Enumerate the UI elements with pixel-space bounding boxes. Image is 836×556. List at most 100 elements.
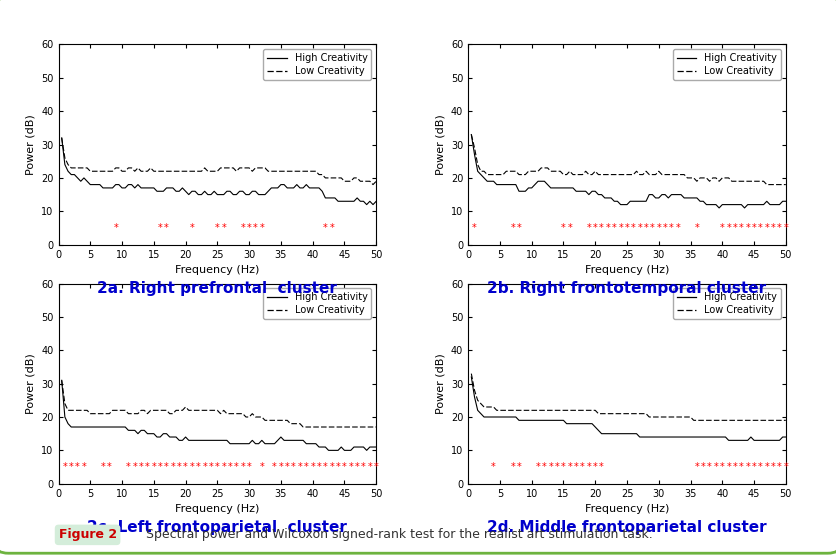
Text: *: * bbox=[222, 462, 226, 472]
Text: *: * bbox=[329, 462, 334, 472]
Text: *: * bbox=[758, 223, 762, 233]
Y-axis label: Power (dB): Power (dB) bbox=[436, 353, 446, 414]
Text: *: * bbox=[771, 462, 776, 472]
Text: *: * bbox=[656, 223, 661, 233]
Text: *: * bbox=[624, 223, 630, 233]
Text: *: * bbox=[247, 223, 252, 233]
Text: *: * bbox=[612, 223, 617, 233]
Text: *: * bbox=[752, 223, 757, 233]
Text: *: * bbox=[561, 223, 566, 233]
Text: *: * bbox=[587, 462, 591, 472]
Text: *: * bbox=[361, 462, 366, 472]
Text: 2c. Left frontoparietal  cluster: 2c. Left frontoparietal cluster bbox=[88, 520, 347, 535]
Text: *: * bbox=[107, 462, 112, 472]
Text: *: * bbox=[732, 462, 737, 472]
Text: *: * bbox=[752, 462, 757, 472]
Y-axis label: Power (dB): Power (dB) bbox=[26, 353, 36, 414]
Text: *: * bbox=[605, 223, 610, 233]
Text: *: * bbox=[342, 462, 347, 472]
Text: *: * bbox=[151, 462, 156, 472]
Text: *: * bbox=[69, 462, 74, 472]
Text: *: * bbox=[593, 462, 598, 472]
Text: *: * bbox=[555, 462, 559, 472]
Y-axis label: Power (dB): Power (dB) bbox=[436, 114, 446, 175]
Text: *: * bbox=[758, 462, 762, 472]
Text: *: * bbox=[215, 462, 220, 472]
Y-axis label: Power (dB): Power (dB) bbox=[26, 114, 36, 175]
Text: *: * bbox=[158, 462, 162, 472]
Text: *: * bbox=[145, 462, 150, 472]
Text: *: * bbox=[259, 223, 264, 233]
Text: *: * bbox=[631, 223, 635, 233]
Text: *: * bbox=[764, 462, 769, 472]
Text: *: * bbox=[354, 462, 359, 472]
Text: *: * bbox=[561, 462, 566, 472]
Text: *: * bbox=[669, 223, 674, 233]
X-axis label: Frequency (Hz): Frequency (Hz) bbox=[585, 504, 669, 514]
Text: *: * bbox=[777, 462, 782, 472]
Text: *: * bbox=[701, 462, 706, 472]
Text: *: * bbox=[492, 462, 496, 472]
Text: *: * bbox=[139, 462, 144, 472]
Legend: High Creativity, Low Creativity: High Creativity, Low Creativity bbox=[673, 289, 781, 319]
Text: *: * bbox=[587, 223, 591, 233]
Text: Figure 2: Figure 2 bbox=[59, 528, 117, 542]
Text: *: * bbox=[234, 462, 239, 472]
Text: *: * bbox=[285, 462, 289, 472]
Text: 2a. Right prefrontal  cluster: 2a. Right prefrontal cluster bbox=[98, 281, 337, 296]
Text: *: * bbox=[323, 462, 328, 472]
Text: *: * bbox=[196, 462, 201, 472]
Text: *: * bbox=[568, 223, 572, 233]
Text: *: * bbox=[663, 223, 667, 233]
Text: *: * bbox=[227, 462, 232, 472]
Text: *: * bbox=[190, 462, 194, 472]
Text: *: * bbox=[510, 223, 515, 233]
Text: 2b. Right frontotemporal cluster: 2b. Right frontotemporal cluster bbox=[487, 281, 767, 296]
Text: *: * bbox=[720, 462, 725, 472]
Text: *: * bbox=[542, 462, 547, 472]
Text: *: * bbox=[114, 223, 118, 233]
Text: *: * bbox=[304, 462, 308, 472]
Text: *: * bbox=[247, 462, 252, 472]
Text: *: * bbox=[517, 223, 522, 233]
Text: *: * bbox=[777, 223, 782, 233]
Text: *: * bbox=[637, 223, 642, 233]
X-axis label: Frequency (Hz): Frequency (Hz) bbox=[585, 265, 669, 275]
Text: *: * bbox=[472, 223, 477, 233]
Text: *: * bbox=[536, 462, 540, 472]
Text: *: * bbox=[273, 462, 277, 472]
Text: *: * bbox=[593, 223, 598, 233]
Text: *: * bbox=[573, 462, 579, 472]
Text: *: * bbox=[599, 223, 604, 233]
Text: *: * bbox=[707, 462, 712, 472]
Text: *: * bbox=[510, 462, 515, 472]
Text: *: * bbox=[568, 462, 572, 472]
Text: *: * bbox=[349, 462, 353, 472]
Legend: High Creativity, Low Creativity: High Creativity, Low Creativity bbox=[263, 289, 371, 319]
Text: *: * bbox=[82, 462, 86, 472]
Text: *: * bbox=[259, 462, 264, 472]
Text: *: * bbox=[336, 462, 340, 472]
Text: *: * bbox=[209, 462, 213, 472]
Text: *: * bbox=[190, 223, 194, 233]
Text: *: * bbox=[764, 223, 769, 233]
Text: *: * bbox=[771, 223, 776, 233]
Text: 2d. Middle frontoparietal cluster: 2d. Middle frontoparietal cluster bbox=[487, 520, 767, 535]
Text: *: * bbox=[374, 462, 379, 472]
Text: *: * bbox=[278, 462, 283, 472]
Text: *: * bbox=[222, 223, 226, 233]
Text: *: * bbox=[714, 462, 718, 472]
Text: *: * bbox=[329, 223, 334, 233]
Text: *: * bbox=[599, 462, 604, 472]
Legend: High Creativity, Low Creativity: High Creativity, Low Creativity bbox=[263, 49, 371, 80]
Text: *: * bbox=[202, 462, 207, 472]
Text: *: * bbox=[132, 462, 137, 472]
Text: *: * bbox=[517, 462, 522, 472]
Text: *: * bbox=[675, 223, 681, 233]
Text: *: * bbox=[720, 223, 725, 233]
Text: *: * bbox=[100, 462, 105, 472]
Text: *: * bbox=[253, 223, 257, 233]
Text: *: * bbox=[215, 223, 220, 233]
Text: *: * bbox=[650, 223, 655, 233]
Text: *: * bbox=[695, 223, 699, 233]
